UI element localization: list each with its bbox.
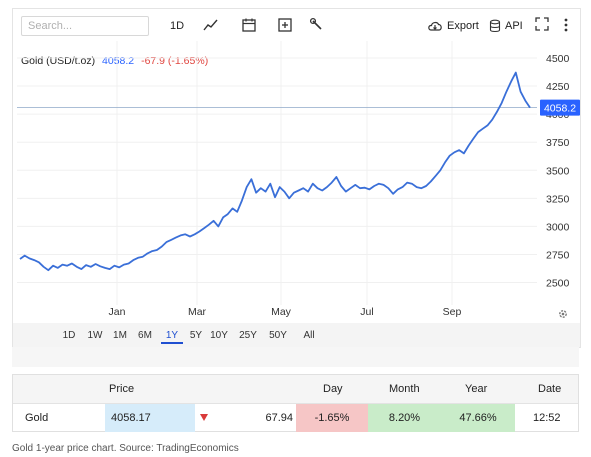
y-tick-label: 4500 xyxy=(546,53,570,65)
wrench-icon[interactable] xyxy=(309,17,325,35)
api-label: API xyxy=(505,20,523,32)
chart-toolbar: 1D Export API xyxy=(13,9,580,43)
cloud-download-icon xyxy=(428,21,442,31)
calendar-icon[interactable] xyxy=(241,17,257,35)
row-date: 12:52 xyxy=(533,412,561,424)
price-badge-bg xyxy=(540,99,580,116)
row-price: 4058.17 xyxy=(105,404,195,432)
row-name[interactable]: Gold xyxy=(25,412,49,424)
row-change: 67.94 xyxy=(265,412,293,424)
range-button-1y[interactable]: 1Y xyxy=(161,327,183,344)
range-button-10y[interactable]: 10Y xyxy=(210,330,228,341)
x-tick-label: May xyxy=(271,306,292,318)
header-date: Date xyxy=(538,383,562,395)
api-button[interactable]: API xyxy=(489,17,523,35)
export-label: Export xyxy=(447,20,479,32)
range-button-1w[interactable]: 1W xyxy=(87,330,103,341)
chart-panel: 1D Export API Gold (USD/t.oz) 4058.2 xyxy=(12,8,581,348)
table-row: Gold 4058.17 67.94 -1.65% 8.20% 47.66% 1… xyxy=(13,404,578,432)
chart-grid xyxy=(17,41,537,305)
chart-type-icon[interactable] xyxy=(203,17,219,35)
row-year: 47.66% xyxy=(441,404,515,432)
range-selector: 1D 1W 1M 6M 1Y 5Y 10Y 25Y 50Y All xyxy=(13,323,580,347)
x-tick-label: Jan xyxy=(109,306,126,318)
price-badge: 4058.2 xyxy=(540,99,580,116)
database-icon xyxy=(489,19,501,33)
range-button-1m[interactable]: 1M xyxy=(113,330,127,341)
quote-table-header: Price Day Month Year Date xyxy=(13,375,578,404)
range-button-6m[interactable]: 6M xyxy=(138,330,152,341)
x-tick-label: Jul xyxy=(360,306,373,318)
chart-settings-icon[interactable] xyxy=(557,307,569,319)
range-button-1d[interactable]: 1D xyxy=(62,330,76,341)
range-button-all[interactable]: All xyxy=(303,330,315,341)
range-button-25y[interactable]: 25Y xyxy=(239,330,257,341)
series-line-gold xyxy=(19,71,531,272)
row-day: -1.65% xyxy=(296,404,368,432)
x-tick-label: Sep xyxy=(443,306,462,318)
interval-button[interactable]: 1D xyxy=(170,20,185,32)
search-input[interactable] xyxy=(21,16,149,36)
chart-series xyxy=(19,71,531,272)
row-month: 8.20% xyxy=(368,404,441,432)
range-button-5y[interactable]: 5Y xyxy=(189,330,203,341)
y-tick-label: 3250 xyxy=(546,193,570,205)
range-button-50y[interactable]: 50Y xyxy=(269,330,287,341)
figure-caption: Gold 1-year price chart. Source: Trading… xyxy=(12,443,239,454)
export-button[interactable]: Export xyxy=(427,17,479,35)
y-tick-label: 2500 xyxy=(546,278,570,290)
down-arrow-icon xyxy=(199,404,215,432)
spacer-band xyxy=(12,347,579,367)
header-year: Year xyxy=(465,383,488,395)
y-tick-label: 3000 xyxy=(546,221,570,233)
y-tick-label: 3500 xyxy=(546,165,570,177)
compare-add-icon[interactable] xyxy=(277,17,293,35)
more-options-icon[interactable] xyxy=(563,17,569,35)
y-tick-label: 2750 xyxy=(546,249,570,261)
price-badge-label: 4058.2 xyxy=(544,103,576,115)
price-chart: 2500275030003250350037504000425045004058… xyxy=(17,41,580,318)
header-month: Month xyxy=(389,383,420,395)
y-axis: 2500275030003250350037504000425045004058… xyxy=(540,53,580,290)
x-tick-label: Mar xyxy=(188,306,207,318)
y-tick-label: 3750 xyxy=(546,137,570,149)
y-tick-label: 4250 xyxy=(546,81,570,93)
header-price: Price xyxy=(109,383,135,395)
header-day: Day xyxy=(323,383,343,395)
quote-table: Price Day Month Year Date Gold 4058.17 6… xyxy=(12,374,579,432)
x-axis: Jan Mar May Jul Sep xyxy=(109,306,462,318)
fullscreen-icon[interactable] xyxy=(535,17,549,35)
